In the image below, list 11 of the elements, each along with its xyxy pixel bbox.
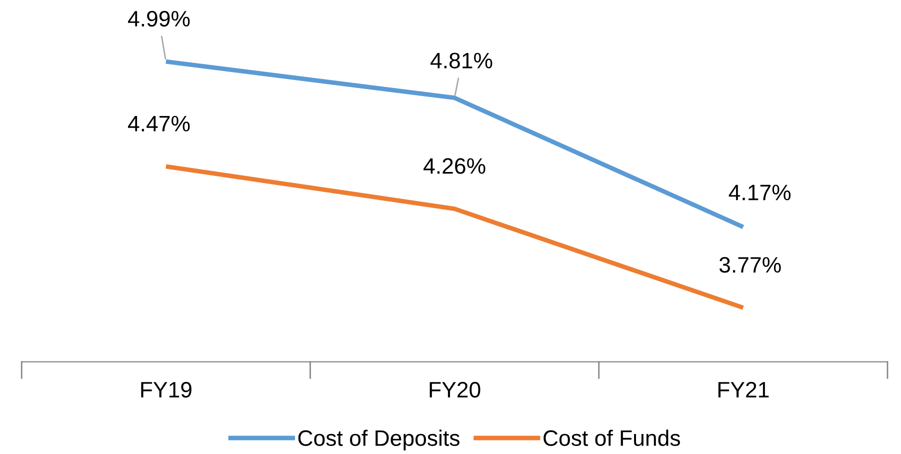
data-label: 4.99% <box>128 10 190 27</box>
data-label: 4.17% <box>728 184 791 200</box>
data-label: 4.81% <box>430 52 492 68</box>
x-tick-label: FY19 <box>141 382 192 398</box>
data-label: 3.77% <box>719 257 781 273</box>
data-label: 4.26% <box>424 158 486 174</box>
x-tick-label: FY21 <box>718 382 769 398</box>
x-tick-label: FY20 <box>430 382 480 398</box>
data-label: 4.47% <box>128 116 190 132</box>
legend-label: Cost of Funds <box>544 430 680 446</box>
legend-label: Cost of Deposits <box>298 430 460 450</box>
